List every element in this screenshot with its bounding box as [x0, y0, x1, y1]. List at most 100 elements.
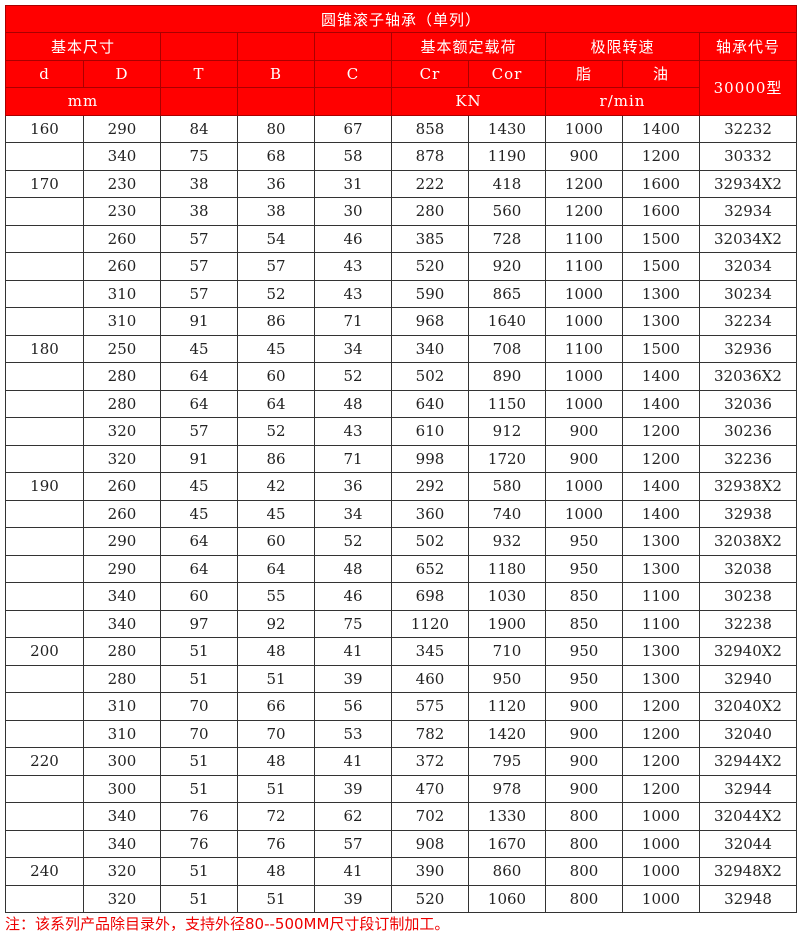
cell-d	[5, 527, 84, 556]
header-empty	[314, 87, 392, 116]
cell-code: 32040	[699, 719, 797, 748]
header-empty	[314, 32, 392, 61]
cell-oil: 1400	[622, 472, 700, 501]
cell-d	[5, 389, 84, 418]
cell-grease: 950	[545, 554, 623, 583]
cell-cr: 520	[391, 884, 469, 913]
cell-d	[5, 719, 84, 748]
header-unit-kn: KN	[391, 87, 546, 116]
table-row: 310 70 66 56 575 1120 900 1200 32040X2	[5, 692, 797, 721]
cell-cor: 1180	[468, 554, 546, 583]
cell-B: 70	[237, 719, 315, 748]
cell-d: 160	[5, 114, 84, 143]
table-row: 340 97 92 75 1120 1900 850 1100 32238	[5, 609, 797, 638]
cell-d	[5, 142, 84, 171]
table-row: 220 300 51 48 41 372 795 900 1200 32944X2	[5, 747, 797, 776]
header-unit-rpm: r/min	[545, 87, 700, 116]
table-row: 160 290 84 80 67 858 1430 1000 1400 32232	[5, 114, 797, 143]
cell-cr: 782	[391, 719, 469, 748]
cell-B: 45	[237, 499, 315, 528]
cell-grease: 800	[545, 884, 623, 913]
cell-oil: 1000	[622, 884, 700, 913]
cell-cor: 1420	[468, 719, 546, 748]
cell-oil: 1000	[622, 829, 700, 858]
cell-cr: 968	[391, 307, 469, 336]
cell-cr: 520	[391, 252, 469, 281]
cell-C: 43	[314, 252, 392, 281]
cell-cr: 1120	[391, 609, 469, 638]
cell-cr: 385	[391, 224, 469, 253]
cell-D: 260	[83, 499, 161, 528]
cell-cr: 340	[391, 334, 469, 363]
cell-D: 260	[83, 224, 161, 253]
cell-d: 220	[5, 747, 84, 776]
cell-d: 200	[5, 637, 84, 666]
cell-T: 51	[160, 747, 238, 776]
cell-T: 38	[160, 197, 238, 226]
cell-oil: 1300	[622, 664, 700, 693]
cell-cor: 950	[468, 664, 546, 693]
cell-grease: 800	[545, 857, 623, 886]
cell-T: 45	[160, 334, 238, 363]
table-row: 340 60 55 46 698 1030 850 1100 30238	[5, 582, 797, 611]
cell-B: 48	[237, 747, 315, 776]
table-row: 190 260 45 42 36 292 580 1000 1400 32938X2	[5, 472, 797, 501]
cell-oil: 1200	[622, 692, 700, 721]
cell-grease: 1000	[545, 362, 623, 391]
cell-T: 91	[160, 307, 238, 336]
cell-C: 56	[314, 692, 392, 721]
cell-code: 32232	[699, 114, 797, 143]
cell-d	[5, 884, 84, 913]
cell-code: 32938X2	[699, 472, 797, 501]
cell-code: 32236	[699, 444, 797, 473]
cell-D: 260	[83, 252, 161, 281]
cell-cor: 1670	[468, 829, 546, 858]
cell-D: 340	[83, 802, 161, 831]
cell-oil: 1200	[622, 417, 700, 446]
cell-B: 76	[237, 829, 315, 858]
cell-oil: 1500	[622, 334, 700, 363]
table-title: 圆锥滚子轴承（单列）	[5, 5, 797, 33]
header-empty	[237, 87, 315, 116]
cell-cr: 878	[391, 142, 469, 171]
cell-T: 51	[160, 857, 238, 886]
header-grease: 脂	[545, 59, 623, 88]
cell-code: 32044	[699, 829, 797, 858]
cell-code: 30332	[699, 142, 797, 171]
table-row: 170 230 38 36 31 222 418 1200 1600 32934X2	[5, 169, 797, 198]
cell-grease: 900	[545, 692, 623, 721]
cell-code: 32938	[699, 499, 797, 528]
cell-cr: 702	[391, 802, 469, 831]
cell-grease: 950	[545, 664, 623, 693]
cell-D: 230	[83, 169, 161, 198]
cell-cr: 460	[391, 664, 469, 693]
cell-C: 34	[314, 499, 392, 528]
cell-cor: 708	[468, 334, 546, 363]
table-row: 290 64 64 48 652 1180 950 1300 32038	[5, 554, 797, 583]
header-basic-size: 基本尺寸	[5, 32, 161, 61]
cell-C: 62	[314, 802, 392, 831]
cell-C: 53	[314, 719, 392, 748]
cell-B: 51	[237, 774, 315, 803]
table-row: 320 91 86 71 998 1720 900 1200 32236	[5, 444, 797, 473]
cell-d	[5, 444, 84, 473]
cell-D: 300	[83, 774, 161, 803]
cell-cr: 610	[391, 417, 469, 446]
cell-grease: 1000	[545, 279, 623, 308]
cell-code: 32238	[699, 609, 797, 638]
cell-C: 67	[314, 114, 392, 143]
cell-grease: 1200	[545, 169, 623, 198]
table-row: 260 57 57 43 520 920 1100 1500 32034	[5, 252, 797, 281]
cell-code: 32948	[699, 884, 797, 913]
cell-C: 48	[314, 389, 392, 418]
cell-B: 80	[237, 114, 315, 143]
cell-cr: 998	[391, 444, 469, 473]
cell-C: 41	[314, 747, 392, 776]
cell-cr: 280	[391, 197, 469, 226]
table-row: 230 38 38 30 280 560 1200 1600 32934	[5, 197, 797, 226]
cell-cor: 418	[468, 169, 546, 198]
cell-C: 46	[314, 582, 392, 611]
cell-D: 250	[83, 334, 161, 363]
table-row: 260 45 45 34 360 740 1000 1400 32938	[5, 499, 797, 528]
cell-grease: 1000	[545, 499, 623, 528]
